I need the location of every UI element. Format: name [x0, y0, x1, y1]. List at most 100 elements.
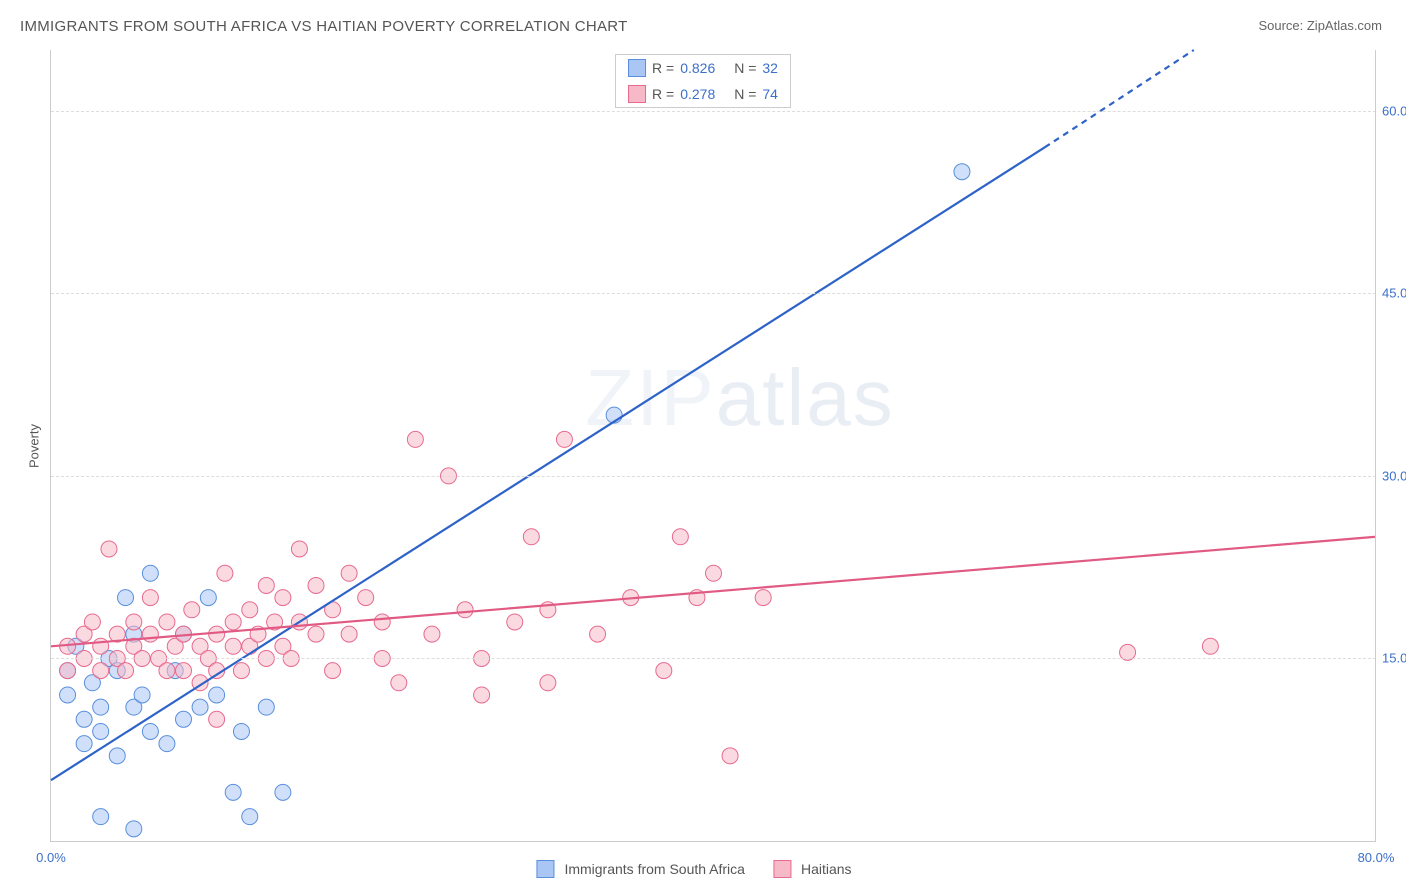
data-point [523, 529, 539, 545]
data-point [76, 711, 92, 727]
data-point [126, 821, 142, 837]
data-point [225, 638, 241, 654]
data-point [474, 687, 490, 703]
data-point [101, 541, 117, 557]
legend-n-value: 32 [762, 60, 778, 76]
data-point [341, 565, 357, 581]
y-tick-label: 45.0% [1382, 286, 1406, 301]
data-point [242, 602, 258, 618]
data-point [308, 577, 324, 593]
data-point [407, 431, 423, 447]
data-point [258, 699, 274, 715]
data-point [672, 529, 688, 545]
data-point [118, 663, 134, 679]
legend-r-value: 0.278 [680, 86, 728, 102]
data-point [325, 663, 341, 679]
y-tick-label: 15.0% [1382, 651, 1406, 666]
data-point [60, 687, 76, 703]
legend-r-value: 0.826 [680, 60, 728, 76]
data-point [258, 577, 274, 593]
data-point [225, 784, 241, 800]
legend-r-label: R = [652, 60, 674, 76]
x-tick-label: 80.0% [1358, 850, 1395, 865]
legend-n-label: N = [734, 60, 756, 76]
data-point [159, 614, 175, 630]
data-point [590, 626, 606, 642]
source-attribution: Source: ZipAtlas.com [1258, 18, 1382, 33]
data-point [954, 164, 970, 180]
data-point [126, 614, 142, 630]
source-name: ZipAtlas.com [1307, 18, 1382, 33]
data-point [176, 663, 192, 679]
chart-title: IMMIGRANTS FROM SOUTH AFRICA VS HAITIAN … [20, 18, 628, 35]
data-point [176, 711, 192, 727]
legend-correlation-row: R = 0.278 N = 74 [616, 81, 790, 107]
data-point [233, 663, 249, 679]
data-point [706, 565, 722, 581]
data-point [540, 675, 556, 691]
chart-container: IMMIGRANTS FROM SOUTH AFRICA VS HAITIAN … [0, 0, 1406, 892]
data-point [159, 663, 175, 679]
data-point [93, 723, 109, 739]
data-point [656, 663, 672, 679]
data-point [1202, 638, 1218, 654]
legend-swatch-icon [628, 59, 646, 77]
data-point [391, 675, 407, 691]
data-point [358, 590, 374, 606]
data-point [722, 748, 738, 764]
data-point [84, 614, 100, 630]
legend-series-label: Immigrants from South Africa [564, 861, 745, 877]
data-point [142, 590, 158, 606]
legend-swatch-icon [628, 85, 646, 103]
legend-correlation-row: R = 0.826 N = 32 [616, 55, 790, 81]
trend-line [51, 537, 1376, 647]
scatter-plot-svg [51, 50, 1376, 841]
trend-line-extension [1045, 50, 1194, 147]
data-point [217, 565, 233, 581]
source-prefix: Source: [1258, 18, 1306, 33]
data-point [142, 626, 158, 642]
data-point [159, 736, 175, 752]
data-point [457, 602, 473, 618]
data-point [200, 590, 216, 606]
x-tick-label: 0.0% [36, 850, 66, 865]
data-point [308, 626, 324, 642]
data-point [275, 590, 291, 606]
chart-plot-area: ZIPatlas 15.0%30.0%45.0%60.0%0.0%80.0% [50, 50, 1376, 842]
data-point [209, 711, 225, 727]
data-point [142, 723, 158, 739]
y-tick-label: 30.0% [1382, 468, 1406, 483]
data-point [225, 614, 241, 630]
data-point [242, 809, 258, 825]
legend-r-label: R = [652, 86, 674, 102]
data-point [118, 590, 134, 606]
data-point [184, 602, 200, 618]
data-point [93, 663, 109, 679]
data-point [60, 663, 76, 679]
data-point [93, 809, 109, 825]
legend-swatch-icon [536, 860, 554, 878]
data-point [93, 699, 109, 715]
y-tick-label: 60.0% [1382, 103, 1406, 118]
legend-n-value: 74 [762, 86, 778, 102]
data-point [755, 590, 771, 606]
data-point [134, 687, 150, 703]
data-point [556, 431, 572, 447]
data-point [142, 565, 158, 581]
legend-n-label: N = [734, 86, 756, 102]
legend-series-label: Haitians [801, 861, 852, 877]
data-point [275, 784, 291, 800]
data-point [374, 614, 390, 630]
data-point [341, 626, 357, 642]
data-point [291, 541, 307, 557]
data-point [233, 723, 249, 739]
data-point [424, 626, 440, 642]
legend-swatch-icon [773, 860, 791, 878]
series-legend: Immigrants from South Africa Haitians [536, 860, 869, 878]
correlation-legend: R = 0.826 N = 32 R = 0.278 N = 74 [615, 54, 791, 108]
data-point [209, 687, 225, 703]
data-point [192, 699, 208, 715]
data-point [109, 748, 125, 764]
data-point [507, 614, 523, 630]
data-point [76, 736, 92, 752]
